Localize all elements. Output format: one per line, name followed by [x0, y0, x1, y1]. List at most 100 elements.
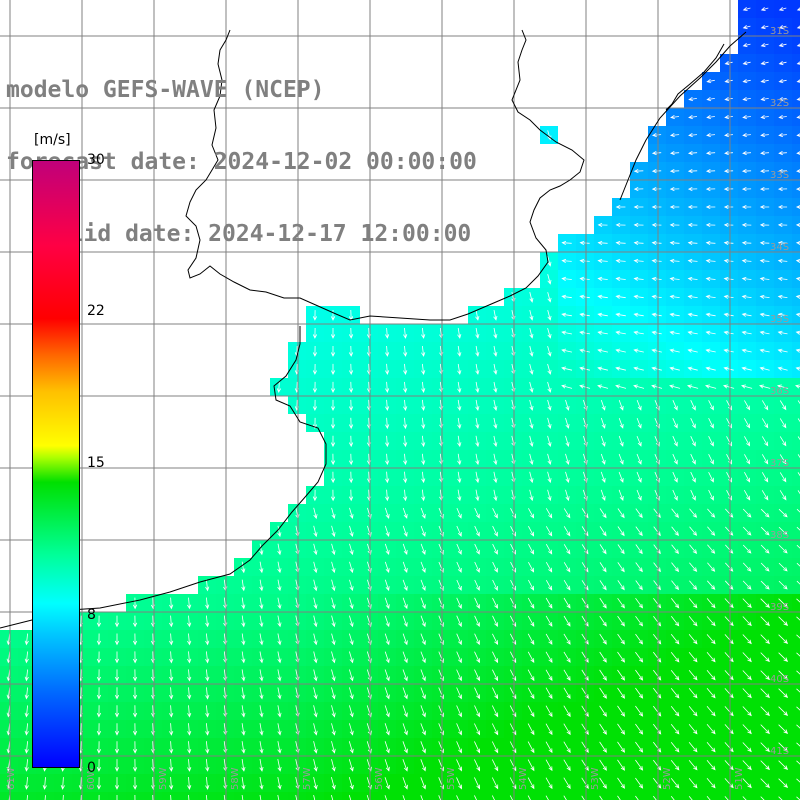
wind-arrow [545, 651, 553, 664]
wind-arrow [474, 507, 480, 519]
wind-arrow [615, 294, 626, 299]
wind-arrow [402, 759, 408, 772]
wind-arrow [635, 580, 643, 591]
wind-arrow [24, 669, 29, 682]
wind-arrow [349, 723, 354, 736]
wind-arrow [313, 543, 318, 556]
wind-arrow [635, 633, 644, 645]
wind-arrow [690, 436, 696, 447]
wind-arrow [456, 651, 462, 664]
wind-arrow [384, 687, 390, 700]
wind-arrow [331, 597, 336, 610]
wind-arrow [706, 670, 716, 681]
wind-arrow [777, 186, 788, 192]
wind-arrow [707, 508, 716, 518]
wind-arrow [241, 794, 244, 800]
field-cell [504, 792, 522, 800]
wind-arrow [456, 579, 462, 591]
wind-arrow [742, 724, 752, 735]
wind-arrow [778, 24, 787, 30]
wind-arrow [651, 240, 662, 246]
wind-arrow [795, 348, 800, 353]
field-cell [792, 630, 800, 648]
wind-arrow [24, 777, 29, 790]
wind-arrow [688, 670, 698, 681]
wind-arrow [617, 508, 625, 519]
wind-arrow [669, 204, 680, 210]
field-cell [792, 342, 800, 360]
field-cell [792, 756, 800, 774]
wind-arrow [724, 132, 734, 138]
wind-arrow [259, 723, 264, 736]
wind-arrow [600, 453, 606, 465]
wind-arrow [617, 597, 625, 609]
wind-arrow [510, 543, 516, 555]
wind-arrow [385, 399, 390, 412]
wind-arrow [474, 687, 480, 700]
wind-arrow [597, 294, 608, 299]
wind-arrow [402, 687, 408, 700]
wind-arrow [615, 366, 626, 371]
wind-arrow [259, 687, 264, 700]
wind-arrow [796, 670, 800, 675]
wind-arrow [456, 723, 462, 736]
wind-arrow [687, 348, 698, 353]
wind-arrow [547, 309, 552, 321]
wind-arrow [529, 328, 534, 339]
wind-arrow [241, 633, 246, 646]
wind-arrow [688, 706, 698, 717]
wind-arrow [651, 312, 662, 317]
wind-arrow [579, 312, 590, 317]
wind-arrow [547, 363, 552, 375]
wind-arrow [633, 204, 644, 210]
wind-arrow [132, 723, 138, 736]
wind-arrow [670, 723, 680, 735]
wind-arrow [565, 471, 570, 483]
wind-arrow [723, 348, 734, 353]
wind-arrow [669, 294, 680, 299]
wind-arrow [759, 312, 770, 317]
wind-arrow [597, 222, 608, 228]
wind-arrow [277, 561, 282, 574]
wind-arrow [778, 598, 789, 608]
wind-arrow [547, 130, 552, 141]
wind-arrow [707, 544, 716, 554]
wind-arrow [331, 507, 336, 519]
wind-arrow [724, 688, 734, 699]
wind-arrow [670, 759, 680, 771]
wind-arrow [547, 292, 552, 303]
wind-arrow [636, 435, 642, 447]
wind-arrow [188, 794, 190, 800]
wind-arrow [705, 348, 716, 353]
wind-arrow [760, 760, 770, 771]
wind-arrow [759, 348, 770, 353]
wind-arrow [706, 634, 716, 645]
wind-arrow [493, 327, 498, 339]
wind-arrow [796, 706, 800, 711]
wind-arrow [706, 78, 715, 84]
wind-arrow [492, 508, 498, 519]
wind-arrow [796, 796, 800, 800]
wind-arrow [669, 222, 680, 228]
wind-arrow [690, 489, 696, 501]
wind-arrow [421, 435, 426, 448]
wind-arrow [349, 543, 354, 556]
wind-arrow [617, 615, 625, 627]
wind-arrow [635, 795, 639, 800]
wind-arrow [565, 453, 570, 465]
wind-arrow [457, 453, 462, 466]
wind-arrow [688, 760, 698, 771]
wind-arrow [795, 258, 800, 264]
wind-arrow [744, 418, 751, 429]
wind-arrow [493, 381, 498, 393]
wind-arrow [547, 274, 552, 285]
field-cell [792, 702, 800, 720]
wind-arrow [796, 778, 800, 783]
field-cell [702, 792, 720, 800]
wind-arrow [24, 723, 29, 736]
wind-arrow [187, 687, 192, 700]
wind-arrow [723, 168, 734, 174]
wind-arrow [529, 310, 534, 321]
wind-arrow [420, 777, 426, 790]
wind-arrow [723, 204, 734, 210]
